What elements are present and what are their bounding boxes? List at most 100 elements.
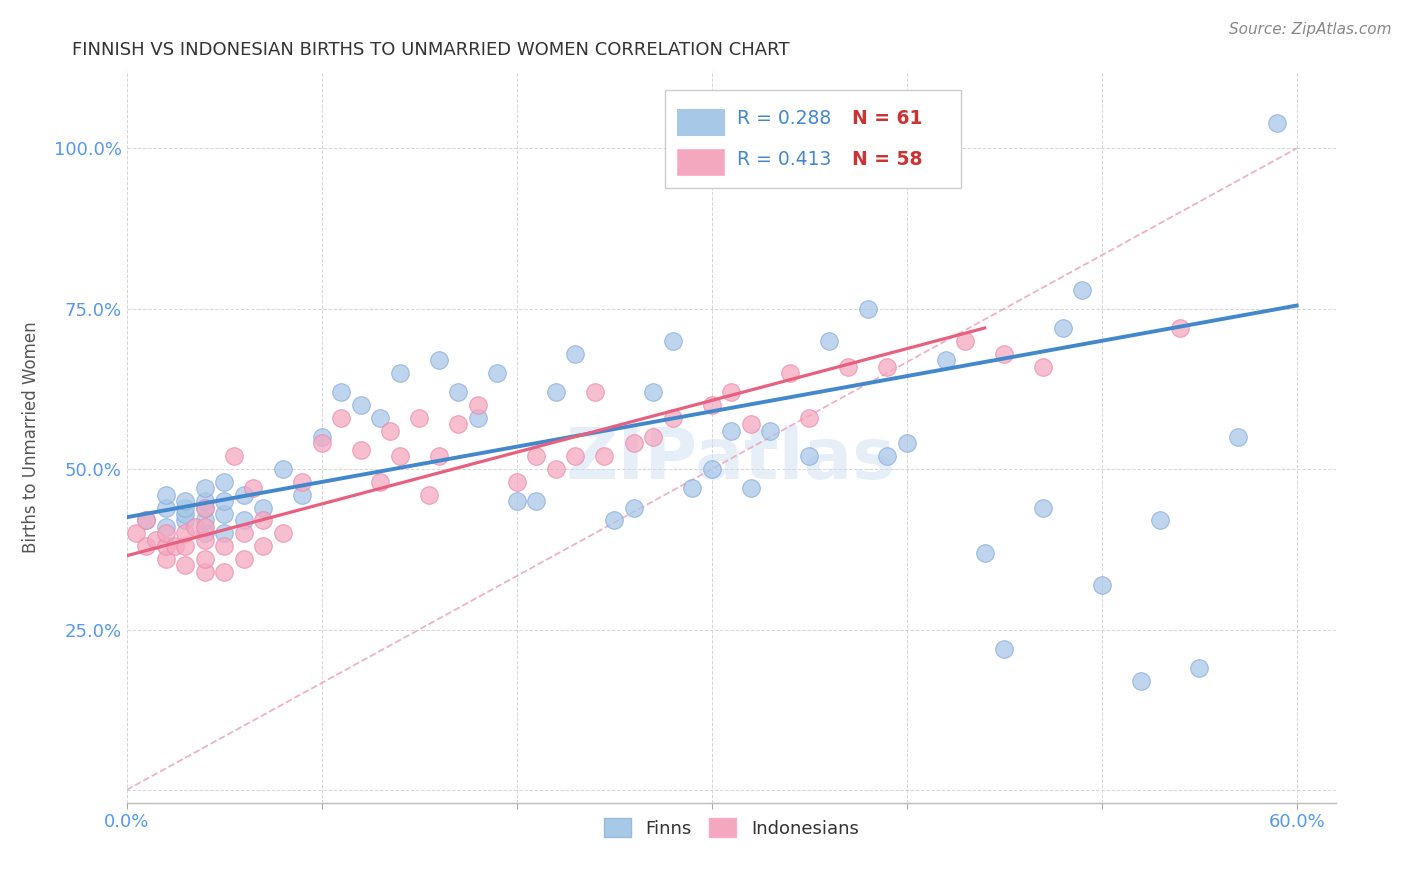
Point [193,500,215,515]
Point [564,346,586,360]
Point [155,552,177,566]
Point [993,641,1015,656]
Point [125,526,148,541]
Point [174,500,197,515]
Point [524,450,547,464]
Point [311,430,333,444]
Point [174,507,197,521]
Point [232,514,254,528]
Point [155,539,177,553]
Point [388,450,411,464]
Point [193,482,215,496]
Point [935,353,957,368]
Point [623,500,645,515]
Point [155,488,177,502]
Point [349,398,371,412]
Point [165,539,187,553]
Point [291,488,314,502]
Point [291,475,314,489]
Point [837,359,859,374]
Point [155,520,177,534]
Point [252,514,274,528]
Point [252,539,274,553]
Point [643,385,665,400]
Point [330,385,353,400]
Text: N = 61: N = 61 [852,110,922,128]
Point [368,410,391,425]
Point [193,533,215,547]
Point [418,488,440,502]
Point [330,410,353,425]
Point [681,482,703,496]
Point [1265,116,1288,130]
Text: R = 0.288: R = 0.288 [737,110,831,128]
Point [896,436,918,450]
Point [524,494,547,508]
FancyBboxPatch shape [676,109,724,135]
Text: Source: ZipAtlas.com: Source: ZipAtlas.com [1229,22,1392,37]
Point [1091,577,1114,591]
Point [740,482,762,496]
Point [1227,430,1250,444]
Point [193,565,215,579]
Point [174,514,197,528]
Point [1168,321,1191,335]
Point [797,450,820,464]
Point [740,417,762,432]
Point [661,334,683,348]
Point [145,533,167,547]
Point [232,526,254,541]
Point [1129,673,1152,688]
Point [155,526,177,541]
Point [1149,514,1171,528]
Point [193,500,215,515]
Point [212,475,235,489]
Point [212,539,235,553]
Point [174,526,197,541]
Point [378,424,401,438]
Point [876,359,898,374]
Point [135,539,157,553]
Point [271,462,294,476]
Point [1032,500,1054,515]
Text: ZIPatlas: ZIPatlas [567,425,896,493]
Point [232,488,254,502]
Point [720,424,742,438]
Point [1052,321,1074,335]
Point [193,494,215,508]
Point [193,552,215,566]
Point [242,482,264,496]
Legend: Finns, Indonesians: Finns, Indonesians [596,811,866,845]
Point [720,385,742,400]
Point [643,430,665,444]
Point [212,507,235,521]
Point [603,514,626,528]
Point [661,410,683,425]
Point [271,526,294,541]
Point [349,442,371,457]
Point [311,436,333,450]
Point [212,565,235,579]
Point [759,424,782,438]
Point [184,520,207,534]
Point [564,450,586,464]
Point [779,366,801,380]
Point [212,526,235,541]
Point [993,346,1015,360]
Point [623,436,645,450]
Point [222,450,245,464]
Point [953,334,976,348]
Point [817,334,839,348]
Point [388,366,411,380]
Point [876,450,898,464]
Point [544,385,567,400]
Point [193,514,215,528]
Point [467,398,489,412]
Text: R = 0.413: R = 0.413 [737,150,831,169]
Point [700,462,723,476]
Point [252,500,274,515]
Point [486,366,509,380]
Point [593,450,616,464]
Point [155,500,177,515]
Point [467,410,489,425]
